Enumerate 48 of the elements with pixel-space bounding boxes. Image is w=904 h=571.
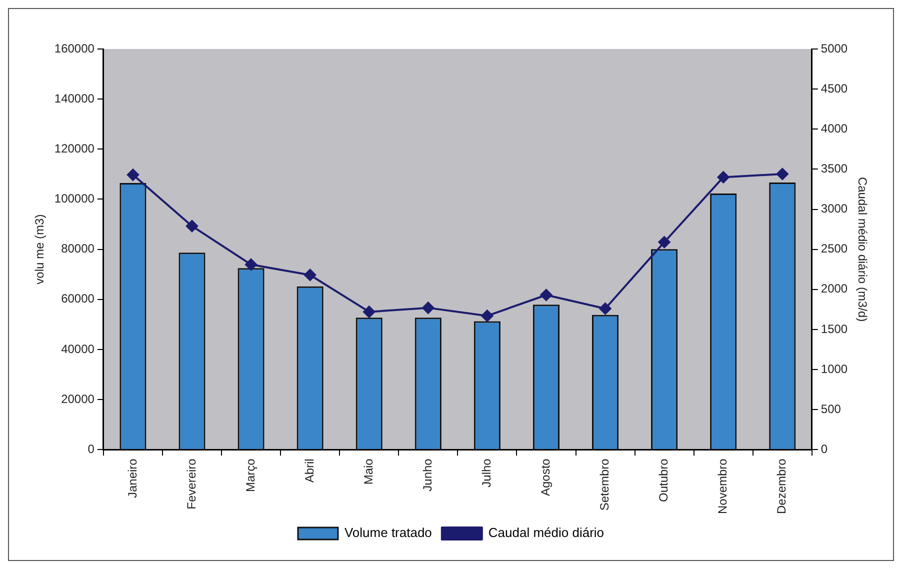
- y-tick-label: 60000: [61, 292, 95, 306]
- y2-tick-label: 500: [820, 402, 842, 416]
- point: [658, 236, 670, 248]
- x-tick-label: Janeiro: [125, 458, 140, 498]
- point: [776, 168, 788, 180]
- x-tick-label: Junho: [420, 458, 434, 492]
- y2-tick-label: 5000: [820, 41, 848, 56]
- y2-tick-label: 2500: [820, 242, 848, 256]
- y2-tick-label: 3000: [820, 202, 848, 216]
- y-tick-label: 120000: [54, 141, 95, 156]
- x-tick-label: Agosto: [538, 458, 553, 496]
- point: [717, 171, 730, 184]
- point: [126, 168, 139, 181]
- y2-tick-label: 4500: [820, 81, 848, 96]
- x-tick-label: Outubro: [656, 458, 671, 502]
- x-tick-label: Abril: [302, 458, 316, 483]
- point: [422, 302, 434, 314]
- x-tick-label: Maio: [361, 458, 376, 485]
- y2-tick-label: 2000: [820, 282, 848, 296]
- y-tick-label: 20000: [61, 392, 95, 406]
- x-tick-label: Setembro: [598, 458, 612, 511]
- point: [304, 268, 316, 281]
- x-tick-label: Julho: [480, 458, 494, 488]
- y-tick-label: 160000: [54, 41, 95, 56]
- point: [245, 258, 258, 271]
- point: [186, 220, 198, 232]
- x-tick-label: Dezembro: [774, 458, 789, 514]
- y2-tick-label: 4000: [820, 121, 848, 136]
- y-tick-label: 40000: [61, 342, 95, 356]
- y-tick-label: 0: [88, 442, 95, 456]
- y2-tick-label: 3500: [820, 162, 848, 176]
- y2-axis-title: Caudal médio diário (m3/d): [855, 176, 870, 322]
- point: [599, 302, 612, 315]
- x-tick-label: Fevereiro: [184, 458, 198, 510]
- point: [363, 306, 376, 318]
- x-tick-label: Março: [243, 458, 258, 492]
- y-axis-title: volu me (m3): [32, 214, 47, 284]
- legend-label: Volume tratado: [344, 525, 432, 540]
- y-tick-label: 140000: [54, 91, 95, 106]
- y2-tick-label: 1500: [820, 322, 848, 336]
- y-tick-label: 100000: [54, 192, 95, 206]
- x-tick-label: Novembro: [716, 458, 730, 514]
- y2-tick-label: 1000: [820, 362, 848, 376]
- legend-label: Caudal médio diário: [488, 525, 604, 540]
- point: [481, 310, 494, 322]
- y-tick-label: 80000: [61, 242, 95, 256]
- y2-tick-label: 0: [820, 442, 828, 456]
- point: [540, 288, 552, 301]
